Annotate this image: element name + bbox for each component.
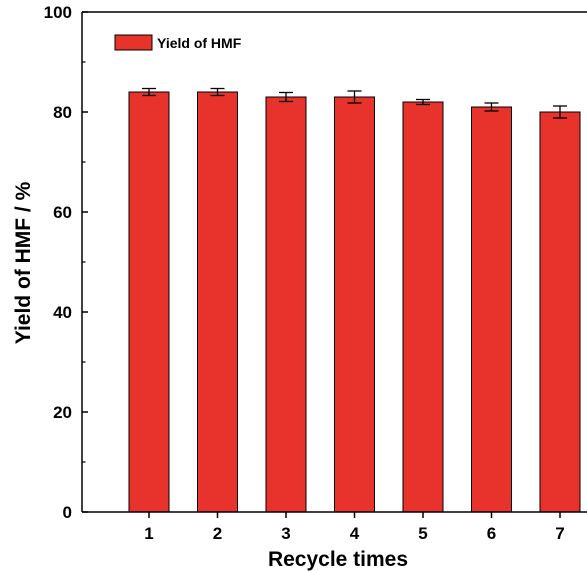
x-axis-title: Recycle times xyxy=(268,548,408,571)
y-tick-label-20: 20 xyxy=(53,403,72,422)
y-tick-label-100: 100 xyxy=(44,3,72,22)
error-bar-1 xyxy=(142,87,156,97)
bar-4 xyxy=(334,96,375,513)
error-bar-3 xyxy=(279,91,293,103)
y-tick-label-60: 60 xyxy=(53,203,72,222)
x-tick-label-7: 7 xyxy=(555,524,564,543)
x-tick-label-4: 4 xyxy=(350,524,360,543)
bar-5 xyxy=(402,101,444,513)
x-tick-label-6: 6 xyxy=(487,524,496,543)
y-tick-label-80: 80 xyxy=(53,103,72,122)
x-tick-label-2: 2 xyxy=(213,524,222,543)
x-tick-label-3: 3 xyxy=(281,524,290,543)
x-tick-label-5: 5 xyxy=(418,524,427,543)
error-bar-5 xyxy=(416,98,430,106)
legend-label: Yield of HMF xyxy=(157,35,242,51)
legend: Yield of HMF xyxy=(114,34,242,51)
error-bar-7 xyxy=(553,105,567,119)
y-axis-title: Yield of HMF / % xyxy=(12,181,35,344)
plot-area xyxy=(128,87,581,513)
axes: 0 20 40 60 80 100 1 2 3 4 5 6 7 xyxy=(44,3,587,543)
x-tick-label-1: 1 xyxy=(144,524,153,543)
y-tick-label-0: 0 xyxy=(63,503,72,522)
bar-2 xyxy=(197,91,238,513)
error-bar-4 xyxy=(347,90,362,104)
y-tick-label-40: 40 xyxy=(53,303,72,322)
bar-3 xyxy=(265,96,307,513)
bar-6 xyxy=(471,106,512,513)
error-bar-2 xyxy=(210,87,225,97)
bar-1 xyxy=(128,91,170,513)
bar-7 xyxy=(539,111,581,513)
legend-swatch xyxy=(114,34,153,51)
error-bar-6 xyxy=(484,102,499,112)
